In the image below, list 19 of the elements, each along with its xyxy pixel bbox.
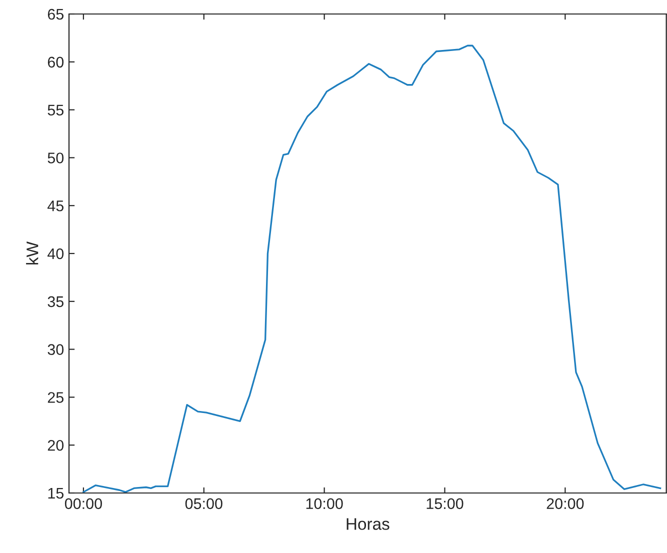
y-tick-label: 60 bbox=[48, 56, 64, 68]
x-tick-label: 05:00 bbox=[185, 498, 222, 510]
y-tick-label: 25 bbox=[48, 392, 64, 403]
line-series bbox=[82, 44, 662, 493]
x-tick-label: 15:00 bbox=[426, 498, 464, 510]
y-tick-label: 40 bbox=[48, 248, 64, 260]
x-tick-label: 20:00 bbox=[546, 498, 584, 510]
y-tick-label: 50 bbox=[48, 152, 64, 164]
x-tick-label: 10:00 bbox=[306, 498, 343, 510]
y-tick-label: 45 bbox=[48, 200, 64, 212]
y-tick-label: 30 bbox=[48, 344, 64, 355]
y-tick-label: 65 bbox=[48, 8, 64, 20]
y-tick-label: 15 bbox=[48, 488, 64, 499]
x-axis-title: Horas bbox=[346, 518, 390, 530]
y-axis-title: kW bbox=[26, 242, 38, 264]
y-tick-label: 35 bbox=[48, 296, 64, 308]
x-tick-label: 00:00 bbox=[64, 498, 102, 510]
y-tick-label: 55 bbox=[48, 104, 64, 116]
y-tick-label: 20 bbox=[48, 440, 64, 451]
